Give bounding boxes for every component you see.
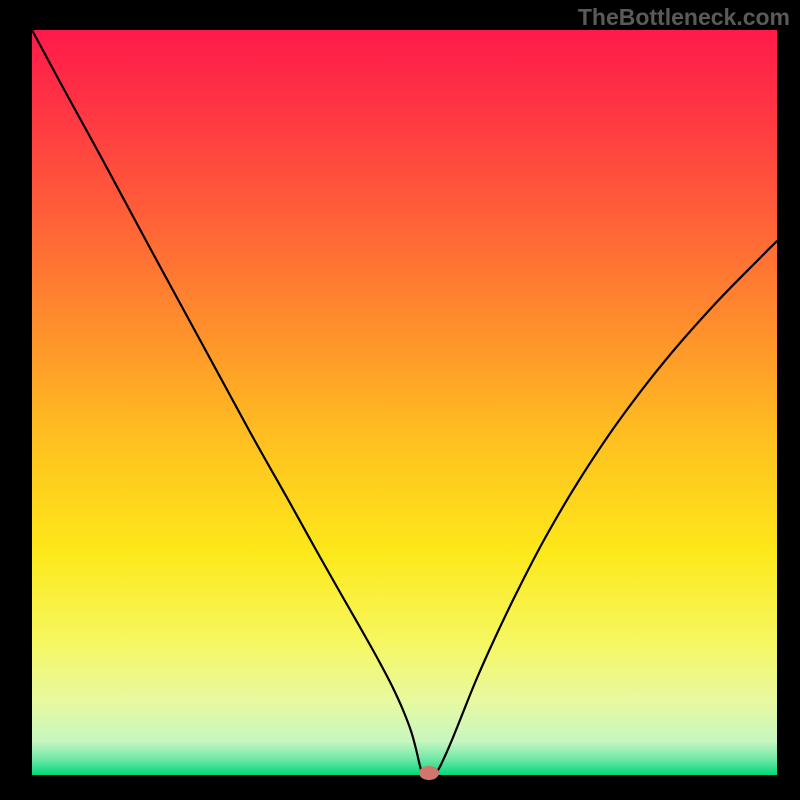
optimum-marker	[419, 766, 439, 780]
bottleneck-chart	[0, 0, 800, 800]
gradient-background	[32, 30, 777, 775]
chart-container: TheBottleneck.com	[0, 0, 800, 800]
watermark-text: TheBottleneck.com	[578, 4, 790, 31]
